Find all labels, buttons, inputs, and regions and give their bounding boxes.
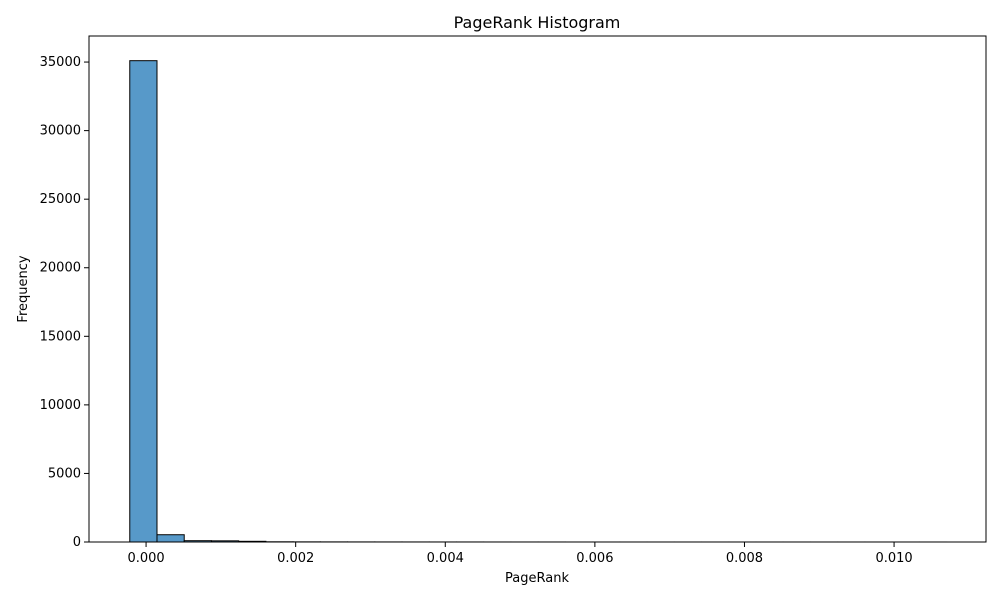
y-tick-label: 35000 <box>40 55 81 70</box>
y-tick-label: 25000 <box>40 192 81 207</box>
y-axis-label: Frequency <box>16 255 31 322</box>
x-axis-label: PageRank <box>505 571 569 586</box>
y-tick-label: 15000 <box>40 329 81 344</box>
x-tick-label: 0.000 <box>127 551 164 566</box>
y-tick-label: 10000 <box>40 398 81 413</box>
histogram-bars <box>129 60 948 543</box>
x-tick-label: 0.008 <box>726 551 763 566</box>
plot-frame <box>88 35 987 543</box>
histogram-bar <box>156 534 185 543</box>
x-tick-label: 0.004 <box>427 551 464 566</box>
x-tick-label: 0.006 <box>576 551 613 566</box>
y-tick-label: 0 <box>73 535 81 550</box>
histogram-bar <box>129 60 158 543</box>
chart-title: PageRank Histogram <box>454 13 621 32</box>
y-tick-label: 5000 <box>48 466 81 481</box>
x-tick-label: 0.002 <box>277 551 314 566</box>
x-axis-ticks: 0.000 0.002 0.004 0.006 0.008 0.010 <box>127 542 913 566</box>
y-tick-label: 20000 <box>40 261 81 276</box>
y-tick-label: 30000 <box>40 124 81 139</box>
y-axis-ticks: 0 5000 10000 15000 20000 25000 30000 35000 <box>40 55 89 550</box>
x-tick-label: 0.010 <box>875 551 912 566</box>
